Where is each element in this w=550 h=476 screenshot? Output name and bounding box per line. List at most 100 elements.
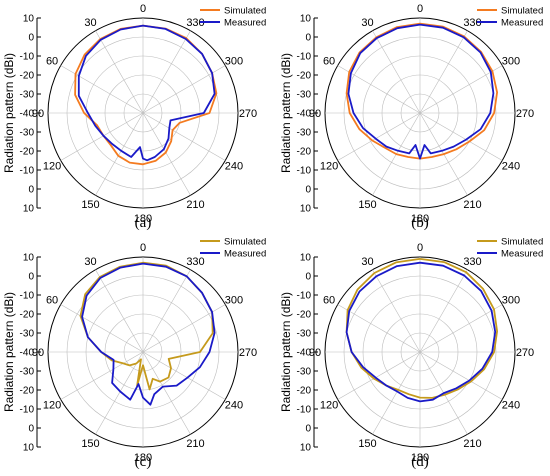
panel-b: 0 30 60 90 120 150 180 210 240 270 300 330 10 0 -10 -20…: [279, 3, 543, 231]
r-tick-label: -40: [297, 109, 312, 120]
r-tick-label: -30: [297, 128, 312, 139]
series-measured-line: [345, 261, 497, 403]
r-tick-label: -10: [20, 52, 35, 63]
y-axis-label: Radiation pattern (dBi): [2, 53, 16, 173]
panel-label: (b): [411, 215, 429, 231]
angle-tick-label: 120: [320, 400, 338, 412]
r-tick-label: -20: [297, 386, 312, 397]
r-tick-label: -10: [297, 405, 312, 416]
angle-tick-label: 30: [84, 256, 96, 268]
grid-spoke: [372, 269, 421, 353]
angle-tick-label: 240: [225, 161, 243, 173]
series-measured-line: [347, 23, 495, 160]
angle-tick-label: 240: [502, 161, 520, 173]
angle-tick-label: 90: [309, 108, 321, 120]
angle-tick-label: 0: [140, 242, 146, 254]
r-tick-label: 10: [300, 14, 312, 25]
angle-tick-label: 30: [361, 17, 373, 29]
grid-spoke: [419, 65, 503, 114]
angle-tick-label: 90: [309, 347, 321, 359]
r-tick-label: -20: [20, 71, 35, 82]
r-tick-label: -10: [20, 166, 35, 177]
grid-spoke: [419, 112, 503, 161]
angle-tick-label: 120: [320, 161, 338, 173]
r-tick-label: -20: [20, 386, 35, 397]
r-tick-label: 10: [300, 253, 312, 264]
r-tick-label: -20: [297, 310, 312, 321]
r-tick-label: 0: [28, 424, 34, 435]
angle-tick-label: 330: [463, 17, 481, 29]
r-tick-label: -30: [20, 90, 35, 101]
legend-simulated-label: Simulated: [501, 6, 543, 17]
r-tick-label: -30: [20, 367, 35, 378]
r-tick-label: -10: [20, 405, 35, 416]
grid-spoke: [419, 304, 503, 353]
grid-spoke: [142, 30, 191, 114]
grid-spoke: [60, 351, 144, 400]
r-tick-label: 0: [305, 33, 311, 44]
r-tick-label: 0: [305, 185, 311, 196]
r-tick-label: 10: [23, 14, 35, 25]
r-tick-label: -30: [297, 329, 312, 340]
r-tick-label: 0: [305, 424, 311, 435]
panel-a: 0 30 60 90 120 150 180 210 240 270 300 330 10 0 -10 -20…: [2, 3, 266, 231]
angle-tick-label: 90: [32, 347, 44, 359]
angle-tick-label: 0: [417, 242, 423, 254]
r-tick-label: -10: [297, 166, 312, 177]
angle-tick-label: 330: [186, 17, 204, 29]
angle-tick-label: 150: [81, 438, 99, 450]
angle-tick-label: 120: [43, 400, 61, 412]
r-tick-label: 10: [300, 204, 312, 215]
angle-tick-label: 0: [140, 3, 146, 15]
r-tick-label: -20: [20, 147, 35, 158]
r-tick-label: -20: [297, 71, 312, 82]
series-simulated-line: [345, 258, 498, 399]
angle-tick-label: 150: [358, 199, 376, 211]
series-measured-line: [77, 24, 216, 162]
angle-tick-label: 150: [358, 438, 376, 450]
grid-spoke: [95, 30, 144, 114]
grid-spoke: [142, 351, 191, 435]
r-tick-label: 0: [28, 185, 34, 196]
angle-tick-label: 300: [225, 295, 243, 307]
r-tick-label: -10: [297, 52, 312, 63]
panel-c: 0 30 60 90 120 150 180 210 240 270 300 330 10 0 -10 -20…: [2, 237, 266, 471]
panel-label: (a): [135, 215, 152, 231]
r-tick-label: -30: [20, 329, 35, 340]
angle-tick-label: 300: [502, 56, 520, 68]
legend-simulated-label: Simulated: [501, 237, 543, 248]
grid-spoke: [60, 112, 144, 161]
angle-tick-label: 60: [46, 295, 58, 307]
grid-spoke: [372, 351, 421, 435]
grid-spoke: [419, 351, 503, 400]
angle-tick-label: 180: [134, 452, 152, 464]
grid-spoke: [337, 65, 421, 114]
angle-tick-label: 210: [463, 438, 481, 450]
r-tick-label: 10: [23, 443, 35, 454]
grid-spoke: [142, 112, 191, 196]
grid-spoke: [372, 30, 421, 114]
r-tick-label: -40: [297, 348, 312, 359]
legend-simulated-label: Simulated: [224, 6, 266, 17]
angle-tick-label: 270: [239, 108, 257, 120]
angle-tick-label: 270: [516, 108, 534, 120]
r-tick-label: 0: [28, 33, 34, 44]
r-tick-label: -10: [20, 291, 35, 302]
angle-tick-label: 60: [46, 56, 58, 68]
angle-tick-label: 180: [411, 452, 429, 464]
r-tick-label: 10: [300, 443, 312, 454]
angle-tick-label: 270: [239, 347, 257, 359]
grid-spoke: [419, 269, 468, 353]
r-tick-label: 0: [28, 272, 34, 283]
panel-label: (c): [135, 454, 152, 470]
legend-measured-label: Measured: [501, 249, 543, 260]
panel-d: 0 30 60 90 120 150 180 210 240 270 300 330 10 0 -10 -20…: [279, 237, 543, 471]
r-tick-label: -30: [20, 128, 35, 139]
angle-tick-label: 30: [84, 17, 96, 29]
angle-tick-label: 210: [186, 438, 204, 450]
angle-tick-label: 240: [225, 400, 243, 412]
grid-spoke: [337, 304, 421, 353]
angle-tick-label: 240: [502, 400, 520, 412]
panel-label: (d): [411, 454, 429, 470]
